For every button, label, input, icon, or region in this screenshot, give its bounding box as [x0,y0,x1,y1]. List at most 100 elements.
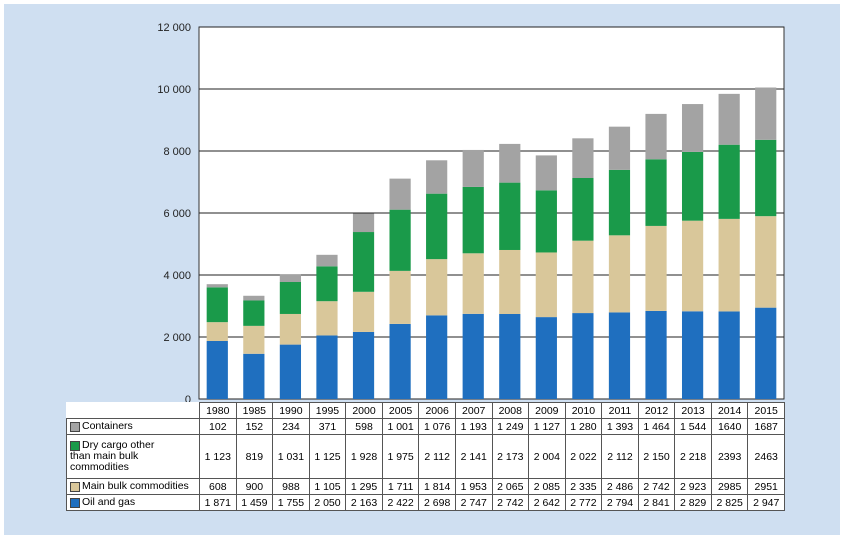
data-label: 2 747 [454,494,493,511]
bar-segment [389,323,411,399]
data-label: 2 486 [601,478,639,495]
data-label: 1 125 [308,434,347,479]
bar-segment [535,317,557,399]
table-corner [66,402,200,419]
bar-segment [572,313,594,399]
data-label: 2 150 [637,434,676,479]
bar-segment [279,313,302,345]
data-label: 1 280 [564,418,603,435]
data-label: 1 464 [637,418,676,435]
bar-segment [681,311,704,399]
y-tick-label: 4 000 [163,270,191,282]
bar-segment [206,287,228,323]
bar-segment [535,155,557,191]
bar-segment [681,104,704,152]
data-label: 2 642 [528,494,566,511]
bar-segment [206,284,228,288]
data-label: 2 112 [418,434,456,479]
legend-entry: Containers [66,418,200,435]
bar-segment [316,335,338,399]
data-label: 819 [235,434,274,479]
y-tick-label: 8 000 [163,146,191,158]
data-label: 2 742 [491,494,530,511]
data-label: 2 065 [491,478,530,495]
bar-segment [608,235,631,313]
data-label: 608 [199,478,237,495]
bar-segment [206,340,228,399]
table-row: Main bulk commodities 608 900 988 1 105 1 295… [66,478,785,495]
bar-segment [243,300,265,326]
bar-segment [462,186,484,254]
bar-segment [426,160,448,194]
y-axis-ticks: 0 2 000 4 000 6 000 8 000 10 000 12 000 [157,22,191,406]
x-category-label: 1980 [199,402,237,419]
data-label: 988 [272,478,310,495]
y-tick-label: 0 [185,394,191,406]
data-label: 2 772 [564,494,603,511]
x-category-label: 2005 [381,402,420,419]
y-tick-label: 6 000 [163,208,191,220]
data-label: 152 [235,418,274,435]
x-category-label: 2000 [345,402,383,419]
bar-segment [572,138,594,179]
bars [206,87,777,399]
data-table: 1980 1985 1990 1995 2000 2005 2006 2007 2008 2009… [66,402,785,511]
x-category-label: 2014 [710,402,749,419]
bar-segment [681,220,704,312]
bar-segment [279,274,302,283]
bar-segment [352,213,375,233]
bar-segment [389,178,411,210]
data-label: 2 422 [381,494,420,511]
x-category-label: 1985 [235,402,274,419]
bar-segment [755,307,777,399]
bar-segment [645,159,667,226]
data-label: 1 127 [528,418,566,435]
bar-segment [316,266,338,302]
bar-segment [462,149,484,187]
bar-segment [645,310,667,399]
data-label: 1 031 [272,434,310,479]
bar-segment [645,225,667,311]
data-label: 1 249 [491,418,530,435]
x-category-label: 2007 [454,402,493,419]
legend-entry: Main bulk commodities [66,478,200,495]
y-tick-label: 2 000 [163,332,191,344]
legend-swatch [70,422,80,432]
bar-segment [499,249,521,314]
data-label: 102 [199,418,237,435]
legend-swatch [70,441,80,451]
data-label: 1687 [747,418,785,435]
bar-segment [462,313,484,399]
bar-segment [681,151,704,221]
bar-segment [608,312,631,399]
data-label: 2463 [747,434,785,479]
bar-segment [718,144,740,219]
bar-segment [499,182,521,250]
data-label: 2 335 [564,478,603,495]
data-label: 1 459 [235,494,274,511]
data-label: 2 698 [418,494,456,511]
table-header-row: 1980 1985 1990 1995 2000 2005 2006 2007 2008 2009… [66,402,785,419]
data-label: 1 123 [199,434,237,479]
bar-segment [755,216,777,308]
data-label: 1640 [710,418,749,435]
bar-segment [279,282,302,314]
data-label: 2 947 [747,494,785,511]
bar-segment [755,87,777,140]
bar-segment [426,315,448,399]
data-label: 1 544 [674,418,712,435]
data-label: 2 825 [710,494,749,511]
table-row: Oil and gas 1 871 1 459 1 755 2 050 2 163 2 42… [66,494,785,511]
data-label: 371 [308,418,347,435]
data-label: 598 [345,418,383,435]
bar-segment [499,313,521,399]
x-category-label: 2012 [637,402,676,419]
table-row: Containers 102 152 234 371 598 1 001 1 076 1 193… [66,418,785,435]
bar-segment [426,259,448,316]
bar-segment [352,232,375,292]
bar-segment [316,254,338,267]
bar-segment [389,209,411,271]
data-label: 2 841 [637,494,676,511]
bar-segment [426,193,448,260]
x-category-label: 2010 [564,402,603,419]
